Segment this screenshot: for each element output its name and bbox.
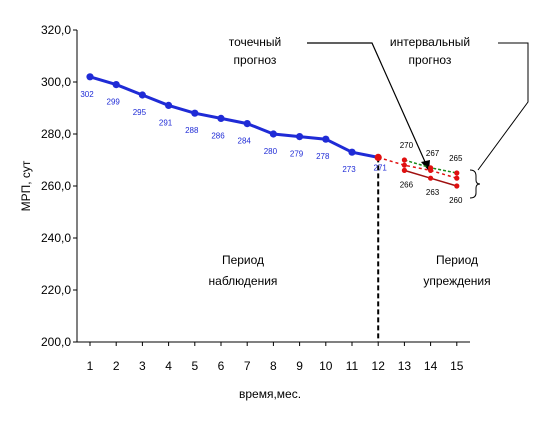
lower-bound-point	[428, 175, 434, 181]
observed-point	[165, 101, 173, 109]
y-tick-label: 320,0	[41, 23, 71, 37]
point-forecast-label-line1: точечный	[229, 35, 282, 49]
x-tick-label: 2	[113, 359, 120, 373]
observed-value-label: 284	[238, 137, 252, 146]
y-tick-label: 220,0	[41, 283, 71, 297]
y-tick-label: 260,0	[41, 179, 71, 193]
observed-point	[296, 133, 304, 141]
observed-value-label: 273	[342, 165, 356, 174]
y-axis-title: МРП, сут	[19, 160, 33, 211]
observed-point	[138, 91, 146, 99]
lower-bound-point	[454, 183, 460, 189]
observed-point	[191, 109, 199, 117]
x-tick-label: 9	[296, 359, 303, 373]
upper-bound-point	[428, 165, 434, 171]
x-tick-label: 15	[450, 359, 464, 373]
observed-value-label: 280	[264, 147, 278, 156]
upper-bound-label: 270	[400, 141, 414, 150]
x-tick-label: 4	[165, 359, 172, 373]
interval-forecast-label-line1: интервальный	[390, 35, 470, 49]
upper-bound-point	[454, 170, 460, 176]
y-tick-label: 280,0	[41, 127, 71, 141]
interval-brace	[469, 169, 481, 199]
y-tick-label: 300,0	[41, 75, 71, 89]
x-tick-label: 12	[372, 359, 386, 373]
observed-point	[322, 135, 330, 143]
y-tick-label: 240,0	[41, 231, 71, 245]
lower-bound-label: 263	[426, 188, 440, 197]
point-forecast-label-line2: прогноз	[234, 53, 277, 67]
upper-bound-point	[401, 157, 407, 163]
observed-point	[348, 148, 356, 156]
interval-forecast-label-line2: прогноз	[409, 53, 452, 67]
x-tick-label: 8	[270, 359, 277, 373]
observed-point	[243, 120, 251, 128]
x-tick-label: 1	[87, 359, 94, 373]
x-axis-title: время,мес.	[239, 387, 301, 401]
point-forecast-point	[401, 162, 407, 168]
observed-value-label: 291	[159, 118, 173, 127]
point-forecast-line	[377, 156, 458, 179]
observed-value-label: 278	[316, 152, 330, 161]
observed-point	[86, 73, 94, 81]
observed-series-line	[89, 75, 379, 159]
observed-value-label: 299	[107, 98, 121, 107]
lower-bound-point	[401, 167, 407, 173]
observed-value-label: 288	[185, 126, 199, 135]
point-forecast-arrow	[307, 42, 427, 165]
forecast-period-line1: Период	[436, 253, 478, 267]
observation-period-line2: наблюдения	[209, 274, 278, 288]
x-tick-label: 10	[319, 359, 333, 373]
observed-point	[112, 81, 120, 89]
y-ticks: 200,0 220,0 240,0 260,0 280,0 300,0 320,0	[41, 23, 77, 349]
observed-value-label: 271	[374, 163, 388, 172]
observed-point	[217, 114, 225, 122]
forecast-period-line2: упреждения	[423, 274, 490, 288]
observed-value-label: 302	[80, 90, 94, 99]
observed-point	[269, 130, 277, 138]
x-tick-label: 3	[139, 359, 146, 373]
observed-value-label: 295	[133, 108, 147, 117]
lower-bound-label: 266	[400, 180, 414, 189]
x-tick-label: 7	[244, 359, 251, 373]
upper-bound-label: 265	[449, 154, 463, 163]
series-layer: 302 299 295 291 288 286 284 280 279 278 273 271 270 2…	[80, 73, 463, 342]
upper-bound-label: 267	[426, 149, 440, 158]
point-forecast-point	[454, 175, 460, 181]
x-tick-label: 13	[398, 359, 412, 373]
x-tick-label: 14	[424, 359, 438, 373]
observed-value-label: 286	[211, 131, 225, 140]
x-tick-label: 11	[346, 359, 359, 373]
observation-period-line1: Период	[222, 253, 264, 267]
lower-bound-label: 260	[449, 196, 463, 205]
x-tick-label: 6	[218, 359, 225, 373]
x-tick-label: 5	[191, 359, 198, 373]
y-tick-label: 200,0	[41, 335, 71, 349]
observed-value-label: 279	[290, 150, 304, 159]
interval-forecast-leader	[477, 42, 529, 171]
x-ticks: 1 2 3 4 5 6 7 8 9 10 11 12 13 14 15	[87, 342, 464, 373]
